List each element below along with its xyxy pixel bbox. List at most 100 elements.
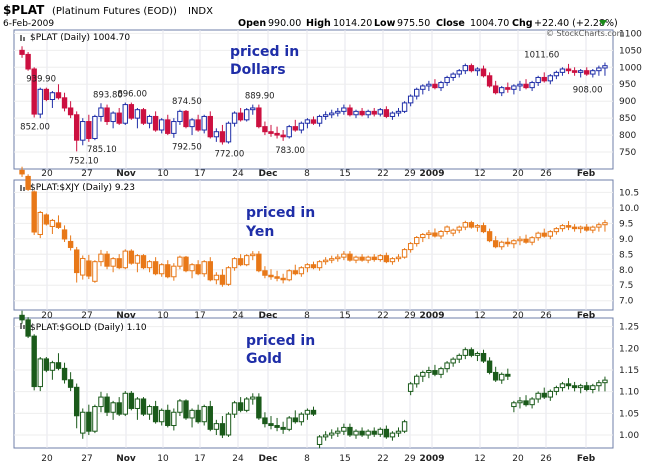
candle-down [565,225,572,228]
candle-down [104,253,110,267]
candle-up [98,396,104,408]
candle-down [274,425,280,428]
candle-down [268,423,274,427]
panel-frame [13,317,614,449]
candle-up [225,413,232,436]
candle-up [462,65,469,72]
candle-up [450,358,456,364]
annotation-dollars-line2: Dollars [230,62,286,78]
candle-up [450,73,456,78]
candle-up [322,434,329,438]
x-tick-label: Dec [259,169,278,179]
candle-down [541,76,547,82]
candle-down [486,75,493,87]
candle-down [128,250,135,264]
candle-up [122,104,128,124]
panel-dollars: 1100 1050 1000 950 900 850 800 750 939.90 852.00 7… [13,29,642,170]
y-tick-label: 1.25 [619,323,639,333]
candle-up [286,126,292,138]
candle-down [183,400,189,419]
candle-up [365,110,371,116]
x-tick-label: Dec [259,311,278,321]
candle-down [432,83,438,89]
y-tick-label: 10.0 [619,204,639,214]
y-tick-label: 1050 [619,46,642,56]
candle-up [517,400,523,404]
chg-value: +22.40 (+2.28%) [534,18,618,29]
candle-down [268,131,274,134]
candle-down [383,109,390,117]
candle-up [231,112,238,124]
candle-up [395,256,402,260]
candle-up [298,267,305,275]
candle-up [98,253,104,263]
candle-up [341,253,347,258]
candle-up [158,119,165,131]
candle-up [213,423,220,430]
x-tick-label: 12 [474,169,485,179]
y-tick-label: 950 [619,80,636,90]
price-label: 874.50 [172,97,202,107]
candle-up [389,112,396,117]
candle-down [31,68,37,115]
x-tick-label: 29 [404,169,416,179]
candle-down [565,68,572,72]
candle-up [438,368,444,375]
price-label: 852.00 [20,122,50,132]
candle-up [286,417,292,430]
candle-down [73,249,80,274]
price-label: 889.90 [245,92,275,102]
candle-down [347,107,353,116]
candle-up [535,392,541,400]
candle-down [128,392,135,409]
x-tick-label: 10 [157,311,169,321]
candle-up [329,432,335,436]
annotation-yen-line1: priced in [246,205,315,221]
x-tick-label: 15 [339,311,350,321]
candle-up [316,436,323,445]
candle-down [165,409,171,427]
x-tick-label: 27 [81,169,92,179]
panel-title-dollars: $PLAT (Daily) 1004.70 [30,33,130,43]
candle-down [505,87,511,90]
up-arrow-icon [599,20,607,26]
x-tick-label: 10 [157,169,169,179]
candle-up [456,226,462,231]
candle-up [456,354,462,360]
candle-down [152,115,159,131]
candle-up [577,226,584,230]
candle-up [171,265,177,278]
candle-up [365,256,371,261]
candle-up [250,107,256,111]
candle-down [280,277,286,281]
candle-down [505,241,511,245]
candle-up [225,267,232,285]
candle-down [480,352,487,362]
x-tick-label: 27 [81,454,92,464]
candle-down [256,253,262,272]
candle-down [73,386,80,417]
candle-down [274,132,280,136]
candle-up [134,109,141,119]
candle-down [371,256,377,261]
candle-up [231,402,238,415]
x-tick-label: 20 [41,169,53,179]
price-label: 1011.60 [524,50,559,60]
candle-up [110,112,116,123]
x-tick-label: 20 [41,311,53,321]
candle-down [274,276,280,279]
candle-up [456,70,462,75]
candle-down [584,226,590,231]
candle-down [541,392,547,398]
candle-down [195,409,201,423]
x-tick-label: Nov [116,454,136,464]
candle-up [474,68,481,72]
candle-up [110,402,116,413]
candle-down [310,119,317,124]
candle-down [371,430,377,435]
candle-up [341,107,347,112]
candle-up [559,68,566,73]
candle-up [213,131,220,138]
candle-up [316,261,323,269]
